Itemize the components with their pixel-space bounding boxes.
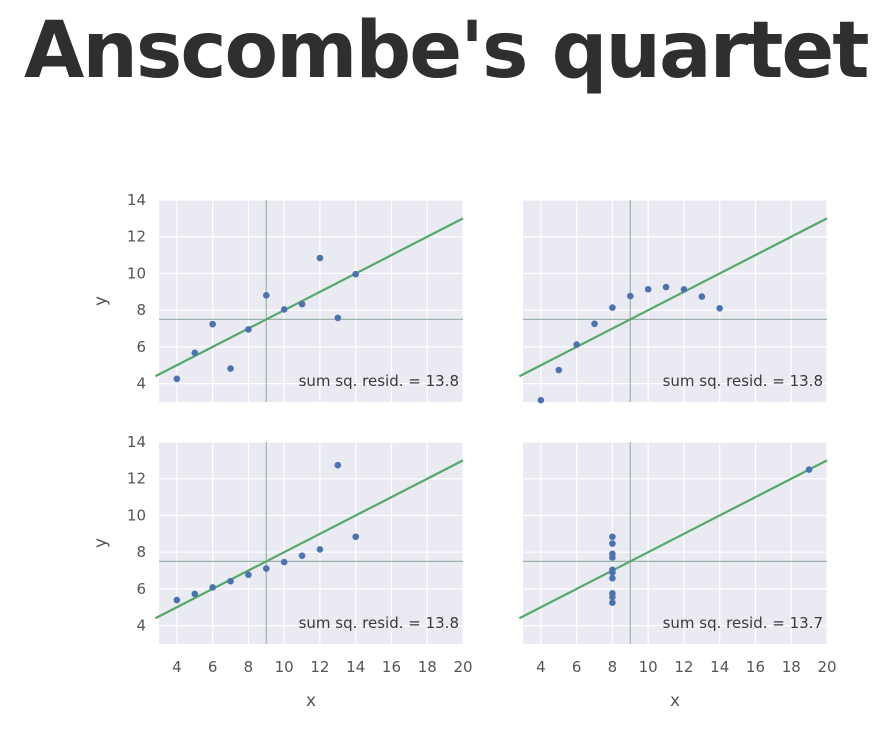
data-point <box>609 593 616 601</box>
x-tick-label: 16 <box>382 658 401 676</box>
data-point <box>609 599 616 606</box>
data-point <box>609 574 616 582</box>
x-axis-label: x <box>306 691 316 711</box>
data-point <box>316 254 324 262</box>
data-point <box>716 305 724 312</box>
y-tick-label: 4 <box>136 617 146 635</box>
y-tick-label: 12 <box>127 470 146 488</box>
data-point <box>280 306 288 313</box>
annotation-label: sum sq. resid. = 13.8 <box>299 614 459 632</box>
x-tick-label: 10 <box>275 658 294 676</box>
data-point <box>609 533 616 541</box>
panel-top-left: sum sq. resid. = 13.8 4 6 8 10 12 14 y <box>91 191 464 402</box>
data-point <box>644 285 652 293</box>
x-tick-label: 4 <box>536 658 546 676</box>
x-tick-label: 12 <box>674 658 693 676</box>
data-point <box>352 533 360 541</box>
data-point <box>209 320 216 328</box>
data-point <box>698 293 706 300</box>
x-tick-label: 20 <box>453 658 472 676</box>
data-point <box>334 461 342 469</box>
regression-line <box>154 459 464 620</box>
y-tick-label: 14 <box>127 191 146 209</box>
annotation-label: sum sq. resid. = 13.8 <box>663 372 823 390</box>
annotation-label: sum sq. resid. = 13.8 <box>299 372 459 390</box>
data-point <box>245 571 252 579</box>
x-axis-label: x <box>670 691 680 711</box>
y-tick-label: 12 <box>127 228 146 246</box>
y-tick-label: 8 <box>136 301 146 319</box>
regression-line <box>518 217 828 378</box>
data-point <box>334 314 342 322</box>
data-point <box>245 326 252 333</box>
annotation-label: sum sq. resid. = 13.7 <box>663 614 823 632</box>
y-tick-label: 4 <box>136 375 146 393</box>
panel-background <box>159 442 463 644</box>
y-tick-label: 6 <box>136 580 146 598</box>
data-point <box>609 569 616 576</box>
x-tick-label: 8 <box>608 658 618 676</box>
data-point <box>662 283 670 291</box>
data-point <box>227 577 234 585</box>
y-tick-label: 8 <box>136 543 146 561</box>
data-point <box>805 466 813 473</box>
data-point <box>537 396 545 404</box>
x-tick-label: 20 <box>817 658 836 676</box>
data-point <box>609 550 616 558</box>
x-tick-label: 8 <box>244 658 254 676</box>
data-point <box>191 590 199 598</box>
data-point <box>680 286 688 293</box>
y-axis-label: y <box>91 538 111 548</box>
x-tick-label: 10 <box>639 658 658 676</box>
data-point <box>262 565 270 572</box>
data-point <box>626 292 634 300</box>
x-tick-label: 4 <box>172 658 182 676</box>
panel-background <box>523 200 827 402</box>
data-point <box>173 375 181 383</box>
data-point <box>209 584 216 591</box>
data-point <box>298 552 306 559</box>
x-tick-label: 18 <box>418 658 437 676</box>
data-point <box>298 300 306 308</box>
data-point <box>573 341 580 348</box>
data-point <box>262 292 270 299</box>
x-tick-label: 16 <box>746 658 765 676</box>
data-point <box>173 596 181 604</box>
x-tick-label: 14 <box>710 658 729 676</box>
y-axis-label: y <box>91 296 111 306</box>
panel-top-right: sum sq. resid. = 13.8 <box>518 199 828 404</box>
data-point <box>609 540 616 547</box>
page-title: Anscombe's quartet <box>24 6 870 96</box>
x-tick-label: 12 <box>310 658 329 676</box>
y-tick-label: 6 <box>136 338 146 356</box>
data-point <box>280 558 288 566</box>
data-point <box>191 349 199 357</box>
data-point <box>555 366 563 374</box>
panel-background <box>159 200 463 402</box>
data-point <box>227 365 234 372</box>
regression-line <box>154 217 464 378</box>
regression-line <box>518 459 828 620</box>
x-tick-label: 6 <box>208 658 218 676</box>
data-point <box>352 270 360 278</box>
panel-background <box>523 442 827 644</box>
panel-bottom-right: sum sq. resid. = 13.7 4 6 8 10 12 14 16 18 20 x <box>518 441 837 711</box>
panel-bottom-left: sum sq. resid. = 13.8 4 6 8 10 12 14 4 6 8 10 12 14 1… <box>91 433 473 711</box>
x-tick-label: 14 <box>346 658 365 676</box>
data-point <box>591 320 598 328</box>
y-tick-label: 10 <box>127 264 146 282</box>
data-point <box>609 304 616 311</box>
x-tick-label: 6 <box>572 658 582 676</box>
data-point <box>316 546 324 553</box>
y-tick-label: 14 <box>127 433 146 451</box>
x-tick-label: 18 <box>782 658 801 676</box>
y-tick-label: 10 <box>127 506 146 524</box>
